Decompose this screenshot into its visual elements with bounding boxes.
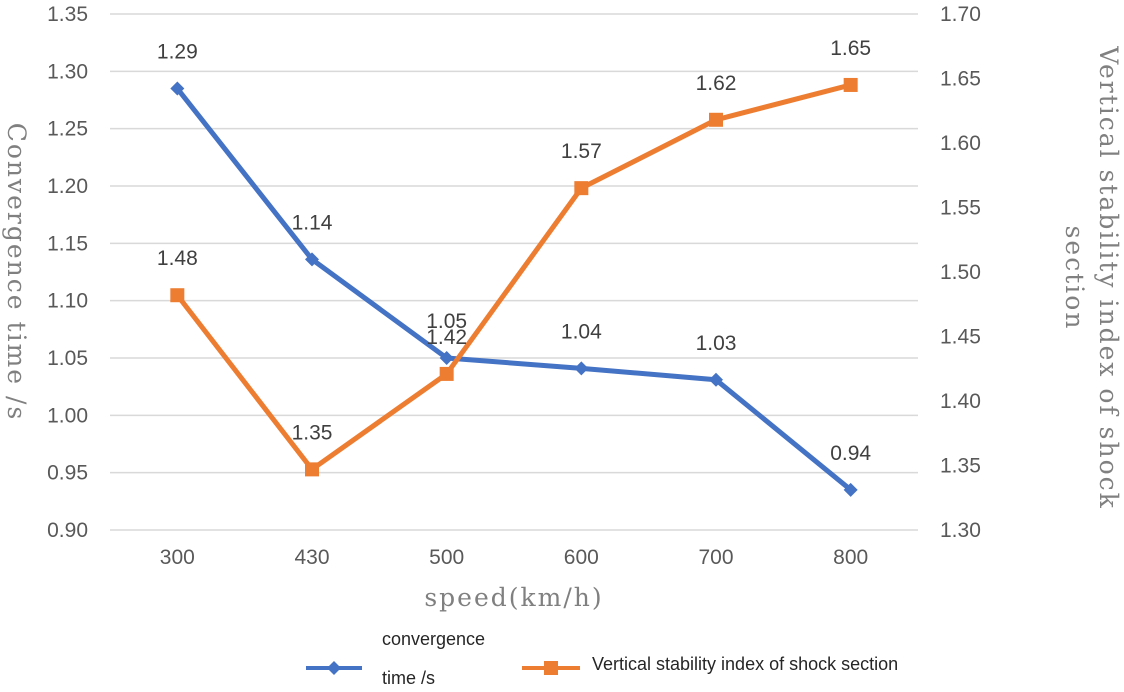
left-axis-title: Convergence time /s: [2, 123, 31, 422]
right-axis-title-line-2: section: [1060, 226, 1089, 331]
data-label: 0.94: [830, 442, 871, 465]
right-tick-label: 1.65: [940, 68, 981, 91]
data-label: 1.57: [561, 140, 602, 163]
series-layer: [170, 77, 858, 497]
left-tick-label: 1.35: [47, 3, 88, 26]
data-point-square: [574, 181, 589, 196]
left-tick-label: 1.30: [47, 60, 88, 83]
data-point-diamond: [170, 81, 185, 96]
data-point-diamond: [843, 482, 858, 497]
x-tick-label: 600: [564, 546, 599, 569]
right-tick-label: 1.40: [940, 390, 981, 413]
legend-marker-diamond: [327, 661, 341, 675]
data-label: 1.14: [292, 211, 333, 234]
data-label: 1.48: [157, 247, 198, 270]
left-tick-label: 0.90: [47, 519, 88, 542]
right-axis-title-line-1: Vertical stability index of shock: [1094, 45, 1123, 510]
series-line-0: [175, 86, 853, 492]
x-tick-label: 800: [833, 546, 868, 569]
data-point-diamond: [574, 361, 589, 376]
x-axis-title: speed(km/h): [424, 583, 603, 612]
data-point-diamond: [709, 372, 723, 387]
x-tick-label: 700: [698, 546, 733, 569]
right-axis-ticks: 1.30 1.35 1.40 1.45 1.50 1.55 1.60 1.65 1.70: [940, 3, 981, 542]
left-tick-label: 1.00: [47, 404, 88, 427]
right-tick-label: 1.70: [940, 3, 981, 26]
right-tick-label: 1.30: [940, 519, 981, 542]
left-tick-label: 0.95: [47, 462, 88, 485]
left-tick-label: 1.15: [47, 232, 88, 255]
legend-label-convergence-line-1: convergence: [382, 629, 485, 649]
left-tick-label: 1.20: [47, 175, 88, 198]
legend-item-convergence-time: convergence time /s: [306, 629, 485, 688]
right-tick-label: 1.55: [940, 197, 981, 220]
data-point-square: [843, 77, 858, 92]
legend-item-vertical-stability: Vertical stability index of shock sectio…: [522, 654, 898, 675]
left-tick-label: 1.05: [47, 347, 88, 370]
x-tick-label: 500: [429, 546, 464, 569]
data-point-square: [305, 462, 319, 477]
data-label: 1.04: [561, 320, 602, 343]
right-tick-label: 1.45: [940, 326, 981, 349]
data-label: 1.42: [426, 326, 467, 349]
left-tick-label: 1.25: [47, 118, 88, 141]
x-tick-label: 300: [160, 546, 195, 569]
data-point-diamond: [305, 252, 319, 267]
data-point-square: [709, 112, 723, 127]
data-label: 1.03: [696, 332, 737, 355]
data-point-diamond: [439, 351, 454, 365]
x-tick-label: 430: [294, 546, 329, 569]
legend-label-vertical-stability: Vertical stability index of shock sectio…: [592, 654, 898, 674]
gridlines: [110, 13, 918, 531]
x-axis-ticks: 300 430 500 600 700 800: [160, 546, 868, 569]
data-labels: 1.29 1.14 1.05 1.04 1.03 0.94 1.48 1.35 1.42 1.57…: [157, 37, 872, 465]
right-tick-label: 1.50: [940, 261, 981, 284]
data-label: 1.65: [830, 37, 871, 60]
legend-marker-square: [544, 661, 558, 675]
series-line-1: [175, 82, 852, 472]
data-label: 1.29: [157, 41, 198, 64]
data-label: 1.05: [426, 310, 467, 333]
right-tick-label: 1.35: [940, 455, 981, 478]
left-tick-label: 1.10: [47, 290, 88, 313]
data-label: 1.62: [696, 72, 737, 95]
left-axis-ticks: 0.90 0.95 1.00 1.05 1.10 1.15 1.20 1.25 1.30 1.35: [47, 3, 88, 542]
right-tick-label: 1.60: [940, 132, 981, 155]
data-point-square: [170, 288, 185, 303]
data-label: 1.35: [292, 421, 333, 444]
legend: convergence time /s Vertical stability i…: [306, 629, 898, 688]
legend-label-convergence-line-2: time /s: [382, 668, 435, 688]
data-point-square: [439, 366, 454, 381]
